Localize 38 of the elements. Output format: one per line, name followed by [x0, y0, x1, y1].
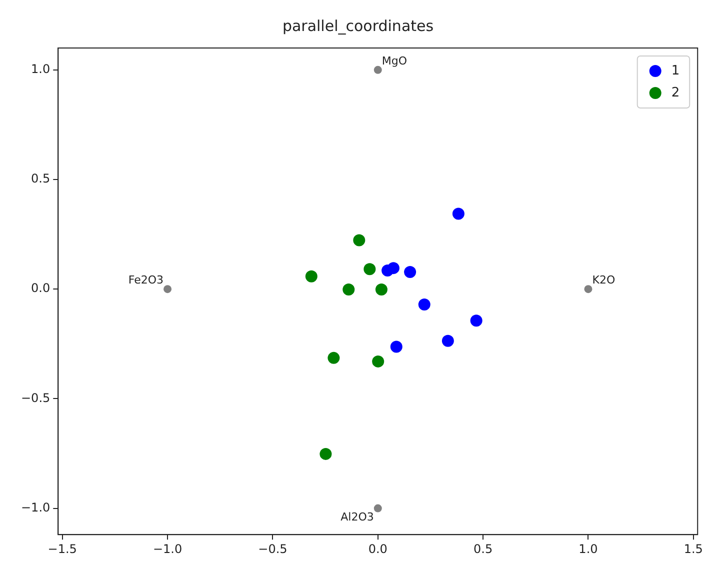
annotation: K2O — [592, 273, 616, 286]
annotation: MgO — [382, 54, 408, 68]
x-tick-label: −0.5 — [258, 542, 288, 556]
annotation: Fe2O3 — [128, 273, 164, 286]
y-tick-label: −1.0 — [21, 500, 50, 514]
x-tick-label: −1.0 — [152, 542, 182, 556]
legend-label: 2 — [671, 85, 680, 100]
point — [387, 262, 400, 274]
y-tick-label: −0.5 — [21, 390, 50, 405]
point — [375, 284, 388, 296]
point — [390, 340, 402, 353]
point — [452, 208, 464, 220]
annotation: Al2O3 — [340, 510, 374, 524]
y-tick-label: 0.0 — [31, 281, 50, 296]
point — [374, 66, 382, 74]
chart-title: parallel_coordinates — [282, 16, 434, 35]
y-tick-label: 0.5 — [31, 172, 50, 186]
legend-label: 1 — [671, 63, 680, 78]
x-tick-label: 1.5 — [684, 542, 703, 556]
point — [374, 504, 382, 512]
x-tick-label: −1.5 — [48, 542, 77, 556]
point — [442, 334, 454, 347]
point — [320, 448, 332, 460]
point — [404, 266, 416, 278]
point — [328, 352, 340, 364]
point — [372, 355, 384, 368]
point — [364, 263, 376, 276]
y-tick-label: 1.0 — [31, 62, 50, 76]
point — [353, 234, 366, 246]
point — [418, 298, 430, 310]
point — [305, 270, 318, 282]
point — [584, 285, 592, 294]
x-tick-label: 0.5 — [474, 542, 493, 556]
point — [342, 284, 355, 296]
x-tick-label: 0.0 — [368, 542, 388, 556]
point — [164, 285, 172, 294]
x-tick-label: 1.0 — [578, 542, 598, 556]
point — [470, 314, 482, 327]
